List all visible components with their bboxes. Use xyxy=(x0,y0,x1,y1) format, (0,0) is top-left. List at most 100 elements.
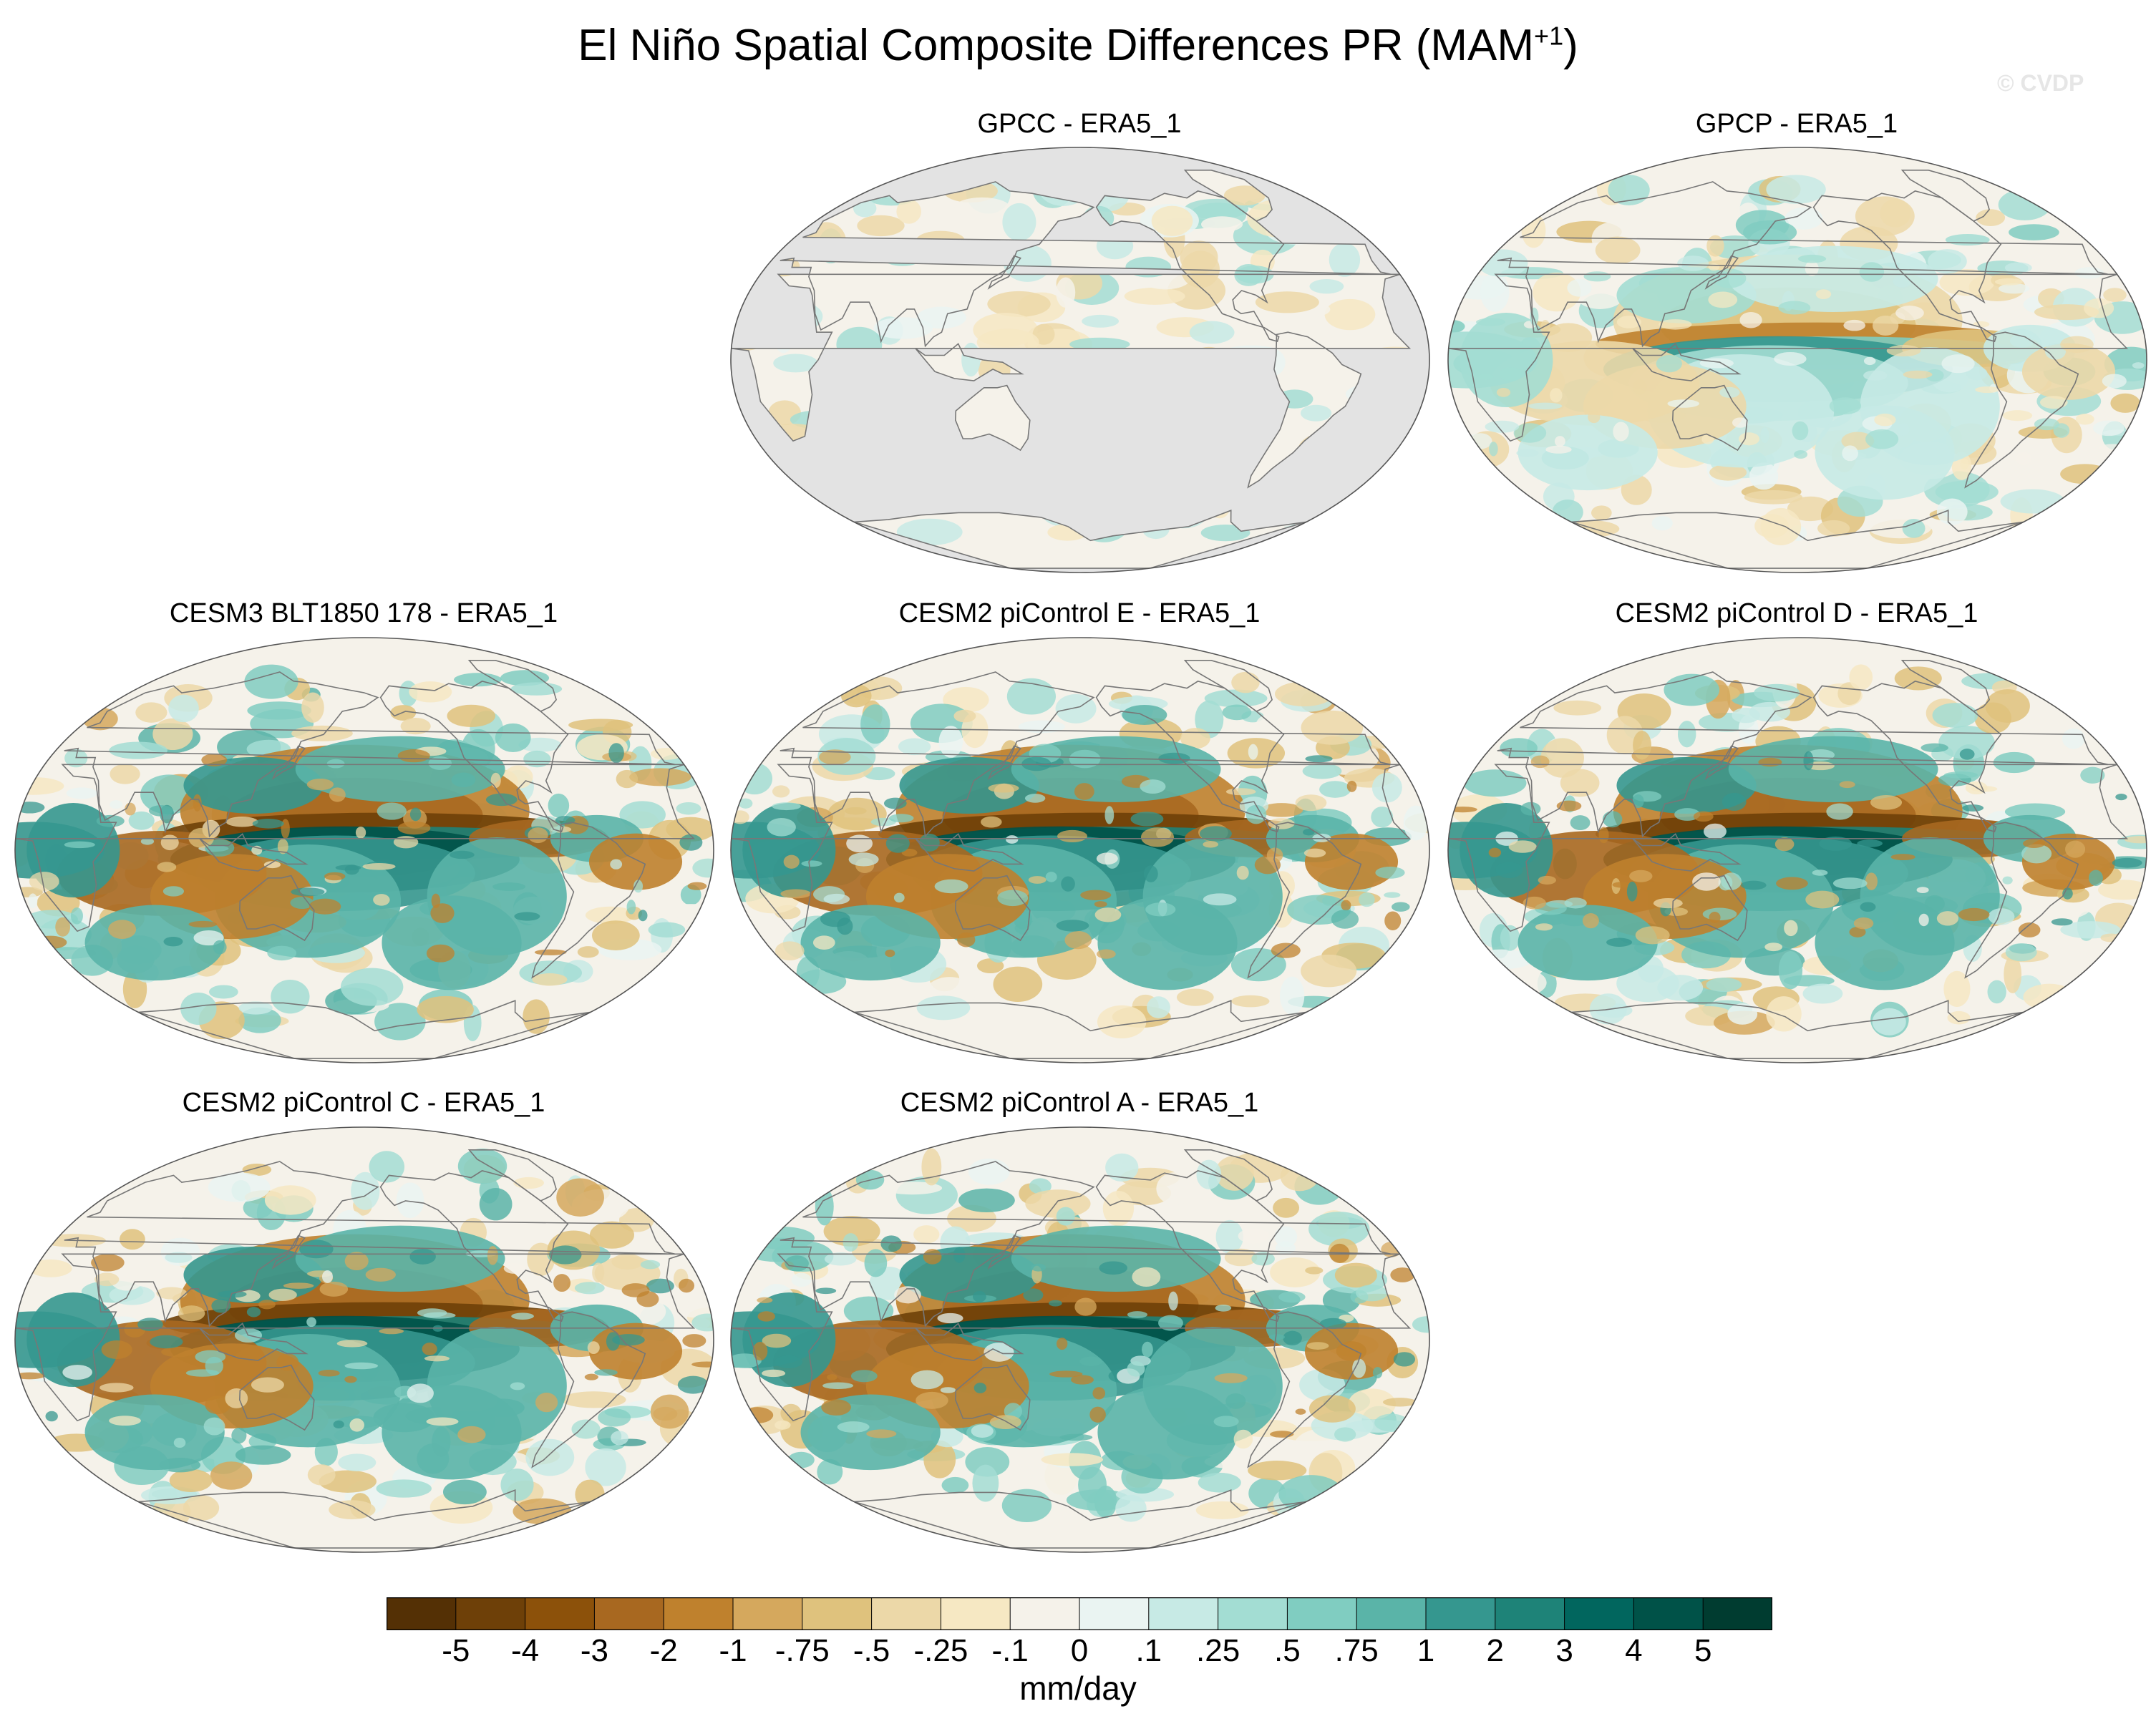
colorbar-swatch xyxy=(664,1597,734,1630)
coastline-japan xyxy=(1704,255,1739,290)
map-field xyxy=(15,638,714,1063)
coastline-australia xyxy=(1671,875,1748,942)
coastline-greenland xyxy=(467,660,557,712)
coastline-australia xyxy=(238,1364,315,1431)
coastline-africa xyxy=(1448,273,2129,442)
coastline-south-america xyxy=(1964,331,2079,489)
panel-title-1: GPCC - ERA5_1 xyxy=(977,109,1182,139)
map-border xyxy=(14,1126,714,1553)
map-panel-2 xyxy=(1447,147,2147,573)
map-field xyxy=(731,638,1429,1063)
colorbar-swatch xyxy=(1148,1597,1219,1630)
colorbar xyxy=(387,1597,1772,1630)
coastline-australia xyxy=(954,875,1031,942)
colorbar-tick-label: 5 xyxy=(1694,1633,1712,1668)
coastline-africa xyxy=(731,764,1412,932)
map-panel-4 xyxy=(730,637,1430,1063)
coastline-south-america xyxy=(1247,331,1362,489)
colorbar-tick-label: .1 xyxy=(1135,1633,1162,1668)
colorbar-swatch xyxy=(1426,1597,1496,1630)
map-panel-7 xyxy=(730,1126,1430,1553)
coastline-africa xyxy=(731,1253,1412,1422)
coastlines xyxy=(15,1149,696,1549)
coastline-north-america xyxy=(379,1170,569,1323)
coastline-australia xyxy=(1671,384,1748,452)
map-field xyxy=(15,1127,714,1552)
coastline-south-america xyxy=(1964,822,2079,979)
map-border xyxy=(1447,147,2147,573)
colorbar-swatch xyxy=(1495,1597,1565,1630)
coastline-eurasia xyxy=(64,1161,676,1328)
panel-title-3: CESM3 BLT1850 178 - ERA5_1 xyxy=(169,598,558,628)
coastline-greenland xyxy=(1183,660,1273,712)
colorbar-tick-label: -.25 xyxy=(913,1633,968,1668)
coastline-south-america xyxy=(1247,1311,1362,1468)
coastlines xyxy=(15,660,696,1059)
figure-title-text: El Niño Spatial Composite Differences PR… xyxy=(578,21,1535,70)
colorbar-tick-label: 1 xyxy=(1417,1633,1435,1668)
panel-title-4: CESM2 piControl E - ERA5_1 xyxy=(898,598,1261,628)
coastline-north-america xyxy=(1095,1170,1285,1323)
colorbar-tick-label: -4 xyxy=(511,1633,540,1668)
map-border xyxy=(1447,637,2147,1063)
coastline-indonesia xyxy=(199,833,309,872)
map-panel-6 xyxy=(14,1126,714,1553)
figure-title-suffix: ) xyxy=(1563,21,1578,70)
panel-title-5: CESM2 piControl D - ERA5_1 xyxy=(1615,598,1978,628)
colorbar-swatch xyxy=(387,1597,457,1630)
colorbar-swatch xyxy=(733,1597,803,1630)
colorbar-swatch xyxy=(1010,1597,1080,1630)
colorbar-tick-label: .5 xyxy=(1274,1633,1301,1668)
watermark: © CVDP xyxy=(1997,70,2084,96)
colorbar-swatch xyxy=(1356,1597,1427,1630)
colorbar-swatch xyxy=(1703,1597,1772,1630)
colorbar-tick-label: -1 xyxy=(719,1633,747,1668)
colorbar-swatch xyxy=(455,1597,526,1630)
map-border xyxy=(730,147,1430,573)
coastline-indonesia xyxy=(199,1323,309,1361)
colorbar-tick-label: 0 xyxy=(1070,1633,1089,1668)
coastline-eurasia xyxy=(1497,671,2109,838)
colorbar-swatch xyxy=(941,1597,1011,1630)
coastline-eurasia xyxy=(64,671,676,838)
coastline-north-america xyxy=(1812,190,2002,343)
coastline-north-america xyxy=(1095,681,1285,833)
coastline-greenland xyxy=(1183,170,1273,222)
panel-title-6: CESM2 piControl C - ERA5_1 xyxy=(182,1088,545,1118)
colorbar-swatch xyxy=(1218,1597,1288,1630)
colorbar-swatch xyxy=(871,1597,941,1630)
colorbar-swatch xyxy=(1564,1597,1634,1630)
coastline-japan xyxy=(987,255,1021,290)
coastline-japan xyxy=(1704,745,1739,780)
coastline-north-america xyxy=(1812,681,2002,833)
panel-title-2: GPCP - ERA5_1 xyxy=(1695,109,1898,139)
map-border xyxy=(730,637,1430,1063)
colorbar-swatch xyxy=(525,1597,595,1630)
coastline-eurasia xyxy=(780,181,1392,348)
coastline-greenland xyxy=(1183,1149,1273,1202)
map-field xyxy=(731,1127,1429,1552)
colorbar-tick-label: .25 xyxy=(1196,1633,1240,1668)
colorbar-tick-label: 3 xyxy=(1555,1633,1573,1668)
map-field xyxy=(1448,638,2147,1063)
coastline-eurasia xyxy=(1497,181,2109,348)
panel-title-7: CESM2 piControl A - ERA5_1 xyxy=(900,1088,1259,1118)
colorbar-tick-label: -5 xyxy=(442,1633,470,1668)
coastline-south-america xyxy=(531,1311,646,1468)
coastline-africa xyxy=(1448,764,2129,932)
map-panel-3 xyxy=(14,637,714,1063)
coastline-indonesia xyxy=(1632,833,1742,872)
coastline-south-america xyxy=(531,822,646,979)
figure-title-superscript: +1 xyxy=(1534,21,1564,51)
coastline-australia xyxy=(954,384,1031,452)
colorbar-tick-label: -3 xyxy=(580,1633,608,1668)
map-border xyxy=(14,637,714,1063)
colorbar-tick-label: .75 xyxy=(1334,1633,1379,1668)
coastline-africa xyxy=(15,764,696,932)
map-border xyxy=(730,1126,1430,1553)
coastline-greenland xyxy=(467,1149,557,1202)
coastline-japan xyxy=(271,1234,306,1270)
coastline-africa xyxy=(15,1253,696,1422)
coastline-indonesia xyxy=(915,833,1024,872)
colorbar-tick-label: 2 xyxy=(1486,1633,1505,1668)
